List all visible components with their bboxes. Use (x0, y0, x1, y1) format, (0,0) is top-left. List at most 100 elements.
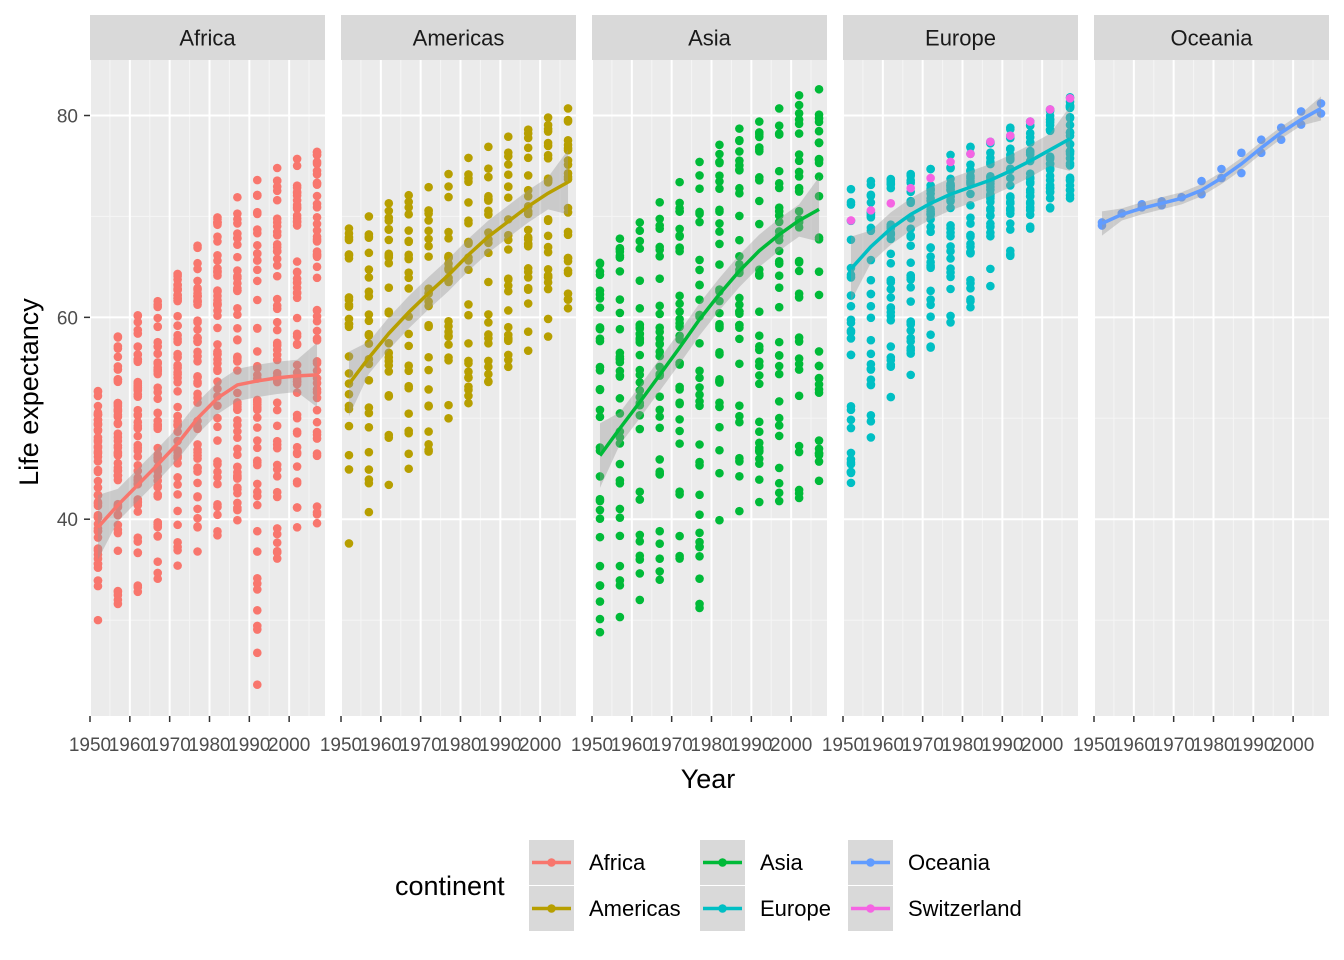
data-point-africa (133, 461, 143, 470)
data-point-asia (635, 555, 645, 564)
data-point-americas (384, 391, 394, 400)
data-point-asia (695, 542, 704, 552)
data-point-asia (695, 574, 704, 583)
data-point-africa (213, 323, 222, 333)
data-point-americas (344, 235, 354, 245)
data-point-africa (233, 219, 242, 228)
data-point-asia (735, 411, 744, 421)
x-tick-label: 1990 (479, 735, 521, 756)
data-point-americas (523, 129, 533, 138)
data-point-africa (252, 324, 262, 333)
legend-label-africa: Africa (589, 850, 646, 875)
data-point-europe (1005, 192, 1015, 201)
data-point-asia (655, 334, 665, 343)
data-point-europe (966, 189, 975, 199)
data-point-africa (252, 191, 262, 200)
x-tick-label: 1990 (730, 735, 772, 756)
y-tick-label: 80 (57, 107, 78, 128)
data-point-americas (404, 409, 414, 418)
facet-label-asia: Asia (688, 26, 732, 51)
x-tick-label: 1960 (611, 735, 653, 756)
data-point-asia (774, 496, 784, 506)
data-point-americas (543, 141, 553, 151)
data-point-africa (173, 480, 182, 489)
data-point-americas (344, 250, 354, 259)
data-point-americas (384, 430, 394, 440)
data-point-africa (113, 510, 123, 520)
data-point-africa (113, 419, 123, 429)
data-point-africa (213, 384, 222, 394)
data-point-americas (404, 428, 414, 438)
data-point-europe (886, 360, 896, 370)
data-point-europe (926, 243, 935, 253)
data-point-americas (563, 253, 573, 263)
data-point-americas (484, 376, 493, 386)
data-point-africa (252, 255, 262, 265)
data-point-americas (424, 182, 433, 192)
data-point-africa (252, 228, 262, 238)
data-point-asia (615, 476, 625, 485)
data-point-europe (886, 249, 896, 259)
data-point-asia (675, 487, 684, 496)
legend-point-europe (718, 904, 727, 913)
y-tick-label: 40 (57, 510, 78, 531)
data-point-americas (444, 259, 453, 268)
data-point-americas (424, 385, 433, 394)
data-point-americas (364, 403, 374, 412)
data-point-africa (153, 490, 163, 499)
data-point-asia (595, 532, 605, 542)
data-point-europe (906, 224, 916, 233)
data-point-americas (523, 225, 533, 235)
data-point-africa (292, 360, 302, 370)
data-point-asia (794, 115, 804, 124)
data-point-americas (563, 104, 573, 113)
data-point-africa (252, 396, 262, 406)
data-point-africa (93, 497, 103, 507)
data-point-asia (754, 173, 764, 182)
data-point-europe (926, 164, 935, 174)
data-point-africa (252, 606, 262, 615)
data-point-europe (1005, 124, 1015, 134)
data-point-americas (384, 480, 394, 490)
data-point-africa (312, 252, 322, 262)
data-point-africa (213, 358, 222, 368)
x-tick-label: 1970 (651, 735, 693, 756)
data-point-americas (543, 216, 553, 226)
data-point-africa (312, 449, 322, 458)
data-point-asia (735, 136, 744, 146)
data-point-europe (946, 311, 955, 321)
data-point-europe (1065, 146, 1075, 156)
data-point-europe (926, 214, 935, 224)
data-point-asia (675, 291, 684, 301)
data-point-asia (595, 259, 605, 269)
data-point-europe (1045, 125, 1055, 135)
data-point-europe (866, 349, 876, 359)
data-point-asia (735, 300, 744, 309)
data-point-asia (615, 504, 625, 514)
data-point-africa (252, 491, 262, 501)
data-point-africa (213, 510, 222, 520)
data-point-americas (464, 216, 473, 225)
data-point-asia (735, 293, 744, 303)
data-point-europe (1005, 246, 1015, 256)
data-point-europe (926, 181, 935, 190)
data-point-asia (794, 441, 804, 451)
data-point-africa (173, 386, 182, 396)
data-point-americas (503, 170, 513, 180)
data-point-americas (484, 172, 493, 182)
data-point-americas (503, 245, 513, 254)
data-point-asia (695, 207, 704, 217)
data-point-australia (1237, 148, 1246, 158)
data-point-africa (153, 349, 163, 359)
data-point-americas (424, 352, 433, 362)
data-point-europe (966, 213, 975, 222)
data-point-asia (814, 476, 824, 486)
data-point-new-zealand (1276, 135, 1286, 145)
data-point-americas (464, 339, 473, 348)
data-point-africa (173, 520, 182, 530)
data-point-asia (774, 121, 784, 130)
x-tick-label: 2000 (519, 735, 561, 756)
data-point-asia (774, 271, 784, 281)
data-point-africa (213, 526, 222, 536)
data-point-americas (424, 365, 433, 375)
